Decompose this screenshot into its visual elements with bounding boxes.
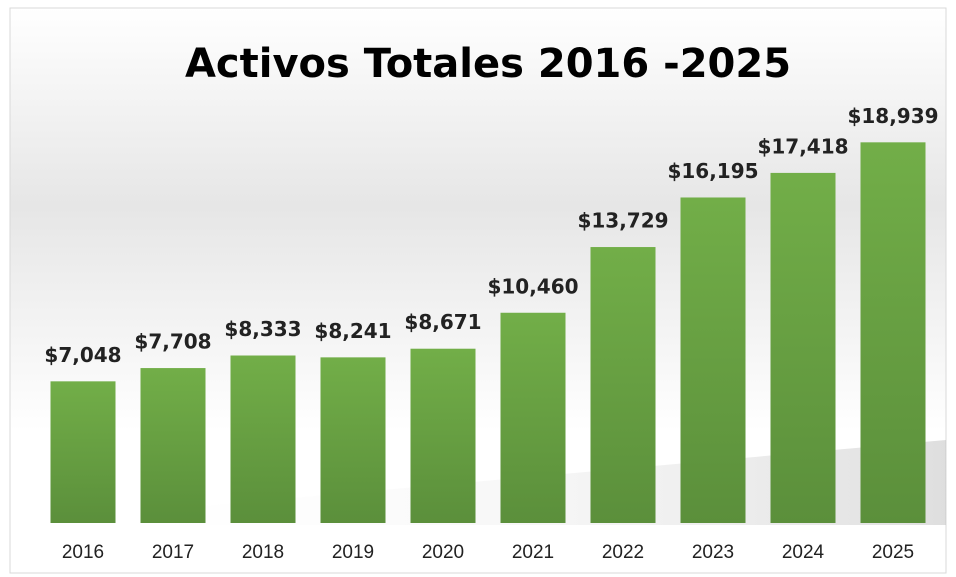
value-label: $16,195 <box>667 159 758 183</box>
bar <box>590 247 656 523</box>
x-tick-label: 2019 <box>332 542 374 563</box>
value-label: $8,671 <box>404 310 481 334</box>
value-label: $8,333 <box>224 317 301 341</box>
bar <box>320 357 386 523</box>
value-label: $17,418 <box>757 134 848 158</box>
bar <box>410 348 476 523</box>
x-tick-label: 2021 <box>512 542 554 563</box>
x-tick-label: 2024 <box>782 542 825 563</box>
x-tick-label: 2025 <box>872 542 914 563</box>
value-label: $13,729 <box>577 209 668 233</box>
x-tick-label: 2017 <box>152 542 194 563</box>
value-label: $7,048 <box>44 343 121 367</box>
bar <box>50 381 116 523</box>
value-label: $8,241 <box>314 319 391 343</box>
bar <box>230 355 296 523</box>
value-label: $10,460 <box>487 274 578 298</box>
value-label: $7,708 <box>134 330 211 354</box>
bar <box>680 197 746 523</box>
bar <box>860 142 926 523</box>
chart-title: Activos Totales 2016 -2025 <box>185 41 791 87</box>
x-tick-label: 2020 <box>422 542 464 563</box>
x-tick-label: 2022 <box>602 542 644 563</box>
bar <box>500 312 566 523</box>
value-label: $18,939 <box>847 104 938 128</box>
bar <box>140 368 206 523</box>
x-tick-label: 2016 <box>62 542 104 563</box>
bar <box>770 172 836 523</box>
x-tick-label: 2023 <box>692 542 734 563</box>
x-tick-label: 2018 <box>242 542 284 563</box>
